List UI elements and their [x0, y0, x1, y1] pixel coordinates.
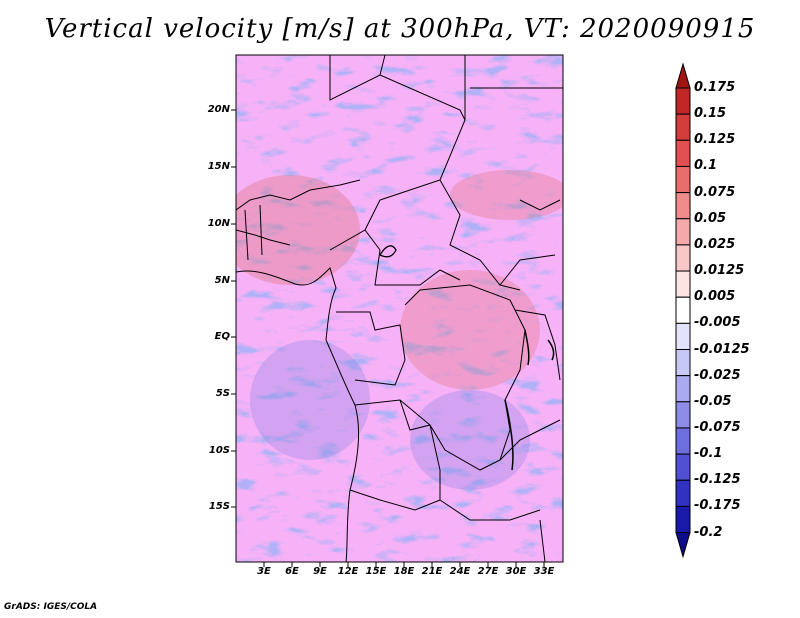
lat-label-15s: 15S — [208, 501, 230, 512]
country-borders — [236, 55, 563, 562]
colorbar-top-arrow — [675, 62, 691, 89]
lon-label-3e: 3E — [257, 566, 271, 577]
colorbar-label: -0.0125 — [694, 341, 750, 357]
colorbar-box — [675, 218, 691, 246]
colorbar-box — [675, 349, 691, 377]
lat-label-5s: 5S — [215, 388, 230, 399]
colorbar-label: -0.05 — [694, 393, 732, 409]
colorbar-box — [675, 296, 691, 324]
colorbar-label: -0.125 — [694, 472, 741, 488]
axis-ticks — [231, 109, 545, 567]
plot-title: Vertical velocity [m/s] at 300hPa, VT: 2… — [44, 14, 756, 44]
map-frame — [235, 54, 564, 563]
colorbar-box — [675, 165, 691, 194]
lat-label-15n: 15N — [207, 161, 230, 172]
colorbar-label: 0.0125 — [694, 263, 745, 279]
colorbar-box — [675, 270, 691, 298]
lon-label-27e: 27E — [477, 566, 499, 577]
colorbar-label: 0.075 — [694, 184, 736, 200]
colorbar — [675, 62, 691, 559]
colorbar-bottom-arrow — [675, 532, 691, 559]
colorbar-box — [675, 87, 691, 115]
colorbar-box — [675, 139, 691, 167]
colorbar-label: 0.025 — [694, 236, 736, 252]
colorbar-box — [675, 401, 691, 429]
colorbar-label: -0.2 — [694, 524, 723, 540]
lon-label-30e: 30E — [505, 566, 527, 577]
colorbar-box — [675, 192, 691, 220]
colorbar-box — [675, 375, 691, 403]
lon-label-15e: 15E — [365, 566, 387, 577]
lat-label-20n: 20N — [207, 104, 230, 115]
colorbar-label: -0.025 — [694, 367, 741, 383]
lon-label-24e: 24E — [449, 566, 471, 577]
lon-label-12e: 12E — [337, 566, 359, 577]
colorbar-box — [675, 322, 691, 351]
colorbar-label: 0.125 — [694, 132, 736, 148]
colorbar-label: 0.005 — [694, 289, 736, 305]
colorbar-label: -0.005 — [694, 315, 741, 331]
lon-label-33e: 33E — [533, 566, 555, 577]
colorbar-label: 0.1 — [694, 158, 718, 174]
lat-label-10s: 10S — [208, 445, 230, 456]
colorbar-label: -0.175 — [694, 498, 741, 514]
colorbar-label: -0.075 — [694, 419, 741, 435]
lon-label-9e: 9E — [313, 566, 327, 577]
colorbar-box — [675, 113, 691, 141]
colorbar-box — [675, 453, 691, 481]
lon-label-18e: 18E — [393, 566, 415, 577]
colorbar-box — [675, 505, 691, 534]
colorbar-box — [675, 244, 691, 272]
lat-label-10n: 10N — [207, 218, 230, 229]
velocity-field — [236, 55, 563, 562]
colorbar-label: 0.05 — [694, 210, 727, 226]
colorbar-box — [675, 427, 691, 455]
lat-label-eq: EQ — [214, 331, 230, 342]
lon-label-6e: 6E — [285, 566, 299, 577]
colorbar-label: 0.15 — [694, 106, 727, 122]
lat-label-5n: 5N — [214, 275, 230, 286]
grads-credit: GrADS: IGES/COLA — [4, 602, 98, 612]
colorbar-label: -0.1 — [694, 446, 723, 462]
colorbar-label: 0.175 — [694, 80, 736, 95]
lon-label-21e: 21E — [421, 566, 443, 577]
colorbar-box — [675, 479, 691, 507]
